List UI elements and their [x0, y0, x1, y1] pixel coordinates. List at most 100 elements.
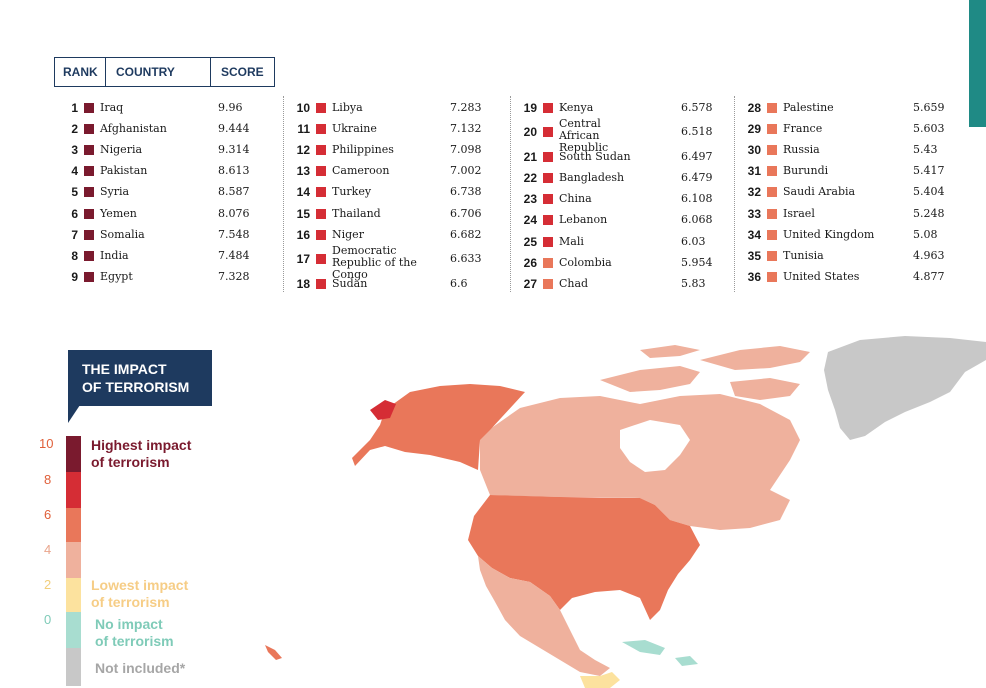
table-row: 34 United Kingdom 5.08	[735, 224, 955, 245]
score-value: 8.613	[218, 164, 250, 178]
rank-number: 21	[523, 149, 537, 164]
legend-bar-not-included	[66, 648, 81, 686]
map-hawaii	[265, 645, 282, 660]
impact-swatch	[316, 144, 326, 155]
score-value: 5.404	[913, 185, 945, 199]
table-row: 8 India 7.484	[48, 245, 263, 266]
rank-number: 12	[296, 142, 310, 157]
score-value: 7.132	[450, 121, 482, 135]
table-row: 1 Iraq 9.96	[48, 97, 263, 118]
impact-swatch	[84, 123, 94, 134]
impact-swatch	[767, 123, 777, 134]
country-name: Egypt	[100, 270, 133, 284]
score-value: 6.068	[681, 213, 713, 227]
country-name: Pakistan	[100, 164, 148, 178]
country-name: Democratic Republic of the Congo	[332, 244, 417, 282]
country-name: China	[559, 192, 592, 206]
impact-swatch	[767, 144, 777, 155]
impact-swatch	[767, 229, 777, 240]
country-name: Israel	[783, 206, 815, 220]
table-row: 2 Afghanistan 9.444	[48, 118, 263, 139]
table-row: 35 Tunisia 4.963	[735, 245, 955, 266]
impact-swatch	[316, 166, 326, 177]
country-header: COUNTRY	[106, 58, 211, 86]
map-caribbean	[622, 640, 698, 666]
table-row: 30 Russia 5.43	[735, 139, 955, 160]
score-value: 6.706	[450, 206, 482, 220]
legend-title-badge: THE IMPACT OF TERRORISM	[68, 350, 212, 406]
impact-swatch	[767, 250, 777, 261]
table-row: 17 Democratic Republic of the Congo 6.633	[284, 245, 499, 281]
country-name: Central African Republic	[559, 117, 609, 155]
rank-number: 19	[523, 100, 537, 115]
country-name: Syria	[100, 185, 130, 199]
impact-swatch	[316, 229, 326, 240]
score-value: 7.283	[450, 100, 482, 114]
score-value: 6.682	[450, 227, 482, 241]
score-value: 5.248	[913, 206, 945, 220]
rank-number: 35	[747, 248, 761, 263]
country-name: Somalia	[100, 227, 145, 241]
rank-number: 11	[297, 121, 310, 136]
score-value: 5.954	[681, 255, 713, 269]
map-mexico	[478, 556, 610, 676]
rank-header: RANK	[55, 58, 106, 86]
rank-number: 28	[747, 100, 761, 115]
rank-number: 13	[296, 164, 310, 179]
score-value: 7.002	[450, 164, 482, 178]
rank-number: 10	[296, 100, 310, 115]
impact-swatch	[84, 272, 94, 283]
impact-swatch	[543, 172, 553, 183]
impact-swatch	[767, 187, 777, 198]
score-value: 5.43	[913, 142, 938, 156]
score-value: 7.328	[218, 270, 250, 284]
table-row: 23 China 6.108	[511, 189, 726, 210]
rank-number: 29	[747, 121, 761, 136]
rank-number: 16	[296, 227, 310, 242]
score-value: 4.963	[913, 248, 945, 262]
impact-swatch	[84, 187, 94, 198]
country-name: Kenya	[559, 100, 594, 114]
legend-title-line2: OF TERRORISM	[82, 379, 190, 395]
table-row: 29 France 5.603	[735, 118, 955, 139]
table-row: 6 Yemen 8.076	[48, 203, 263, 224]
impact-swatch	[543, 215, 553, 226]
rank-number: 22	[523, 170, 537, 185]
table-row: 12 Philippines 7.098	[284, 139, 499, 160]
rank-number: 25	[523, 234, 537, 249]
score-value: 5.83	[681, 276, 706, 290]
map-arctic-islands	[600, 345, 810, 400]
impact-swatch	[767, 102, 777, 113]
impact-swatch	[543, 127, 553, 138]
score-value: 6.578	[681, 100, 713, 114]
score-value: 4.877	[913, 270, 945, 284]
table-row: 33 Israel 5.248	[735, 203, 955, 224]
rank-number: 33	[747, 206, 761, 221]
score-value: 5.659	[913, 100, 945, 114]
score-value: 7.484	[218, 248, 250, 262]
impact-swatch	[316, 102, 326, 113]
country-name: Nigeria	[100, 142, 143, 156]
table-row: 7 Somalia 7.548	[48, 224, 263, 245]
rank-number: 26	[523, 255, 537, 270]
table-row: 10 Libya 7.283	[284, 97, 499, 118]
score-value: 6.738	[450, 185, 482, 199]
impact-swatch	[316, 123, 326, 134]
ranking-column-2: 10 Libya 7.283 11 Ukraine 7.132 12 Philippines 7…	[283, 96, 499, 292]
impact-swatch	[84, 102, 94, 113]
legend-bar-low	[66, 542, 81, 578]
legend-tick-8: 8	[44, 472, 52, 487]
country-name: Turkey	[332, 185, 372, 199]
table-row: 9 Egypt 7.328	[48, 267, 263, 288]
country-name: Libya	[332, 100, 363, 114]
score-value: 8.076	[218, 206, 250, 220]
ranking-column-4: 28 Palestine 5.659 29 France 5.603 30 Russia 5.4…	[734, 96, 955, 292]
legend-not-included-label: Not included*	[95, 660, 186, 676]
table-row: 21 South Sudan 6.497	[511, 146, 726, 167]
score-value: 9.314	[218, 142, 250, 156]
rank-number: 34	[747, 227, 761, 242]
rank-number: 17	[296, 252, 310, 267]
table-row: 18 Sudan 6.6	[284, 273, 499, 294]
impact-swatch	[543, 236, 553, 247]
country-name: Thailand	[332, 206, 381, 220]
